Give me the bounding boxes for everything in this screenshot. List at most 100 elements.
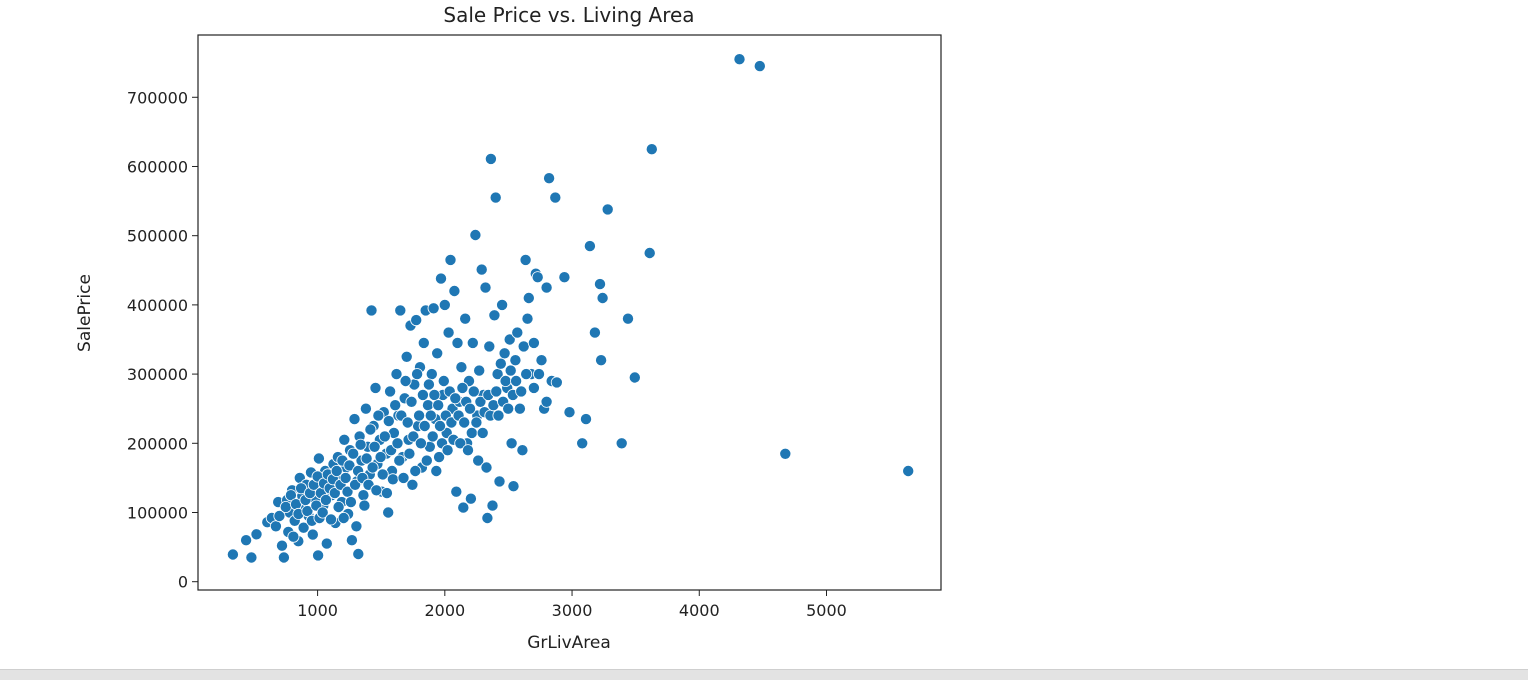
data-point — [337, 512, 350, 525]
data-point — [350, 520, 363, 533]
y-tick-label: 100000 — [127, 503, 188, 522]
data-point — [275, 539, 288, 552]
data-point — [521, 312, 534, 325]
data-point — [438, 298, 451, 311]
data-point — [421, 399, 434, 412]
data-point — [550, 376, 563, 389]
data-point — [615, 437, 628, 450]
data-point — [464, 492, 477, 505]
data-point — [510, 374, 523, 387]
data-point — [376, 468, 389, 481]
data-point — [330, 464, 343, 477]
data-point — [427, 302, 440, 315]
data-point — [430, 464, 443, 477]
data-point — [622, 312, 635, 325]
data-point — [519, 253, 532, 266]
data-point — [382, 506, 395, 519]
data-point — [316, 506, 329, 519]
data-point — [474, 395, 487, 408]
data-point — [354, 438, 367, 451]
data-point — [503, 333, 516, 346]
data-point — [517, 340, 530, 353]
data-point — [583, 240, 596, 253]
data-point — [527, 381, 540, 394]
data-point — [360, 452, 373, 465]
data-point — [558, 271, 571, 284]
data-point — [378, 430, 391, 443]
data-point — [454, 437, 467, 450]
data-point — [349, 478, 362, 491]
data-point — [284, 489, 297, 502]
data-point — [245, 551, 258, 564]
data-point — [643, 246, 656, 259]
data-point — [269, 520, 282, 533]
data-point — [399, 374, 412, 387]
data-point — [352, 548, 365, 561]
data-point — [428, 388, 441, 401]
data-point — [601, 203, 614, 216]
data-point — [513, 402, 526, 415]
data-point — [459, 312, 472, 325]
data-point — [372, 409, 385, 422]
data-point — [277, 551, 290, 564]
data-point — [520, 368, 533, 381]
data-point — [466, 336, 479, 349]
data-point — [357, 489, 370, 502]
data-point — [312, 549, 325, 562]
data-point — [492, 409, 505, 422]
data-point — [470, 416, 483, 429]
y-tick-label: 0 — [178, 573, 188, 592]
y-tick-label: 200000 — [127, 434, 188, 453]
data-point — [540, 281, 553, 294]
data-point — [594, 278, 607, 291]
data-point — [328, 487, 341, 500]
data-point — [417, 336, 430, 349]
data-point — [365, 304, 378, 317]
data-point — [389, 399, 402, 412]
data-point — [414, 437, 427, 450]
data-point — [368, 440, 381, 453]
data-point — [348, 413, 361, 426]
x-axis-label: GrLivArea — [527, 633, 611, 653]
data-point — [733, 53, 746, 66]
data-point — [902, 464, 915, 477]
data-point — [479, 281, 492, 294]
data-point — [576, 437, 589, 450]
data-point — [279, 500, 292, 513]
data-point — [416, 388, 429, 401]
data-point — [391, 437, 404, 450]
chart-title: Sale Price vs. Living Area — [443, 3, 694, 27]
data-point — [297, 521, 310, 534]
data-point — [409, 464, 422, 477]
bottom-scroll-edge — [0, 669, 1528, 680]
data-point — [393, 454, 406, 467]
data-point — [324, 513, 337, 526]
data-point — [488, 309, 501, 322]
data-point — [339, 471, 352, 484]
data-point — [563, 406, 576, 419]
data-point — [499, 374, 512, 387]
y-tick-label: 300000 — [127, 365, 188, 384]
data-point — [505, 437, 518, 450]
data-point — [486, 499, 499, 512]
data-point — [422, 378, 435, 391]
data-point — [535, 354, 548, 367]
data-point — [502, 402, 515, 415]
data-point — [549, 191, 562, 204]
data-point — [480, 461, 493, 474]
data-point — [420, 454, 433, 467]
data-point — [273, 509, 286, 522]
data-point — [413, 409, 426, 422]
data-point — [437, 374, 450, 387]
data-point — [319, 493, 332, 506]
data-point — [507, 480, 520, 493]
x-tick-label: 5000 — [806, 601, 847, 620]
data-point — [369, 381, 382, 394]
data-point — [481, 512, 494, 525]
data-point — [424, 409, 437, 422]
data-point — [458, 416, 471, 429]
data-point — [347, 447, 360, 460]
x-axis-ticks: 1000 2000 3000 4000 5000 — [297, 590, 847, 620]
data-point — [403, 447, 416, 460]
